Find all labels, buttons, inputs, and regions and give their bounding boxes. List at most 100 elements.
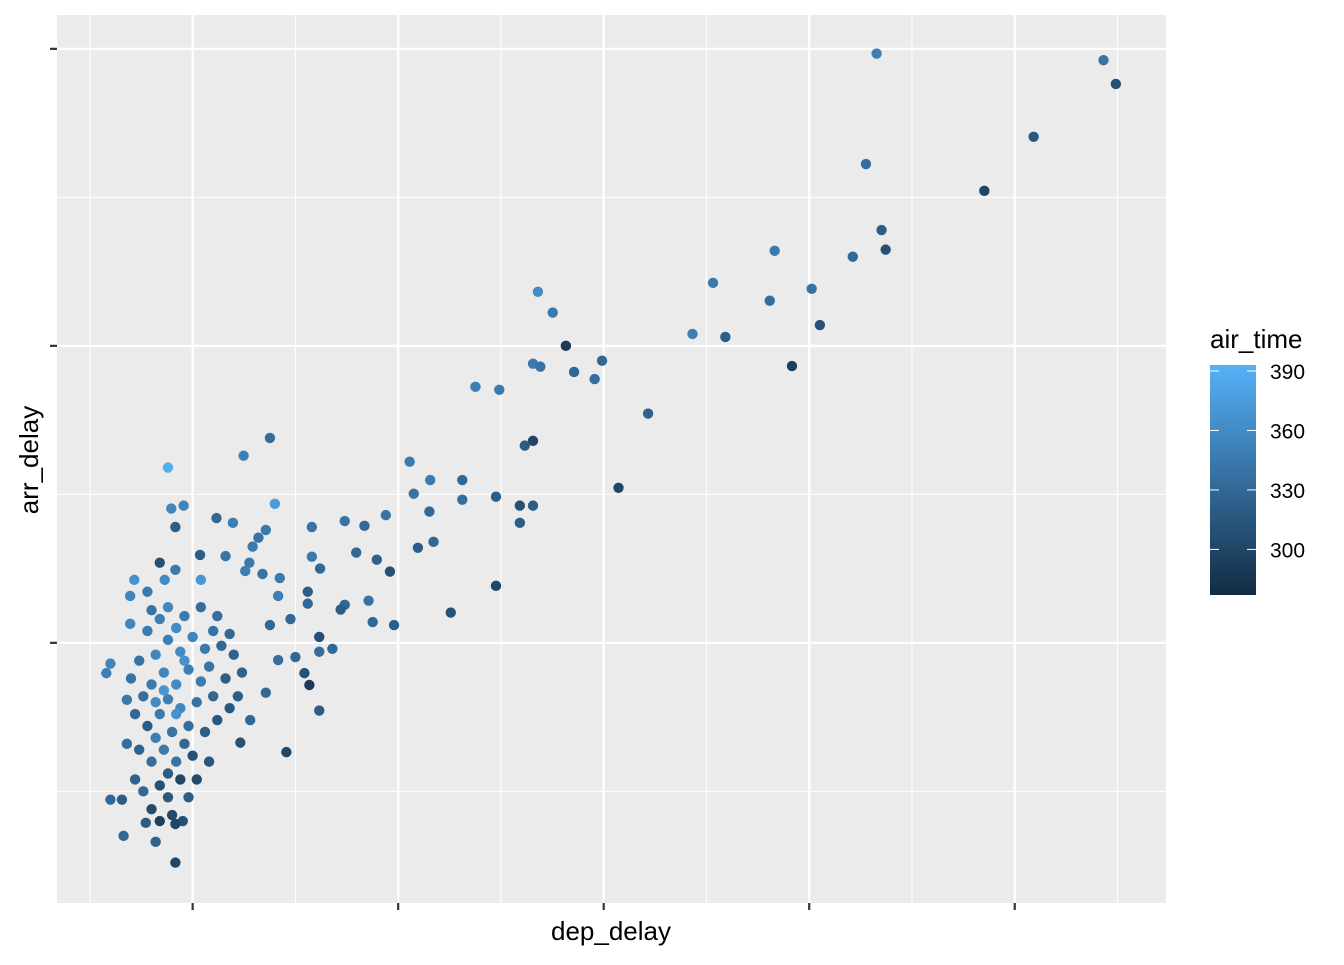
point: [306, 551, 318, 562]
point: [596, 355, 608, 366]
point: [179, 738, 190, 750]
point: [1110, 78, 1122, 90]
point: [116, 794, 128, 805]
point: [490, 491, 502, 502]
point: [244, 714, 256, 726]
point: [547, 307, 558, 318]
point: [150, 836, 161, 848]
point: [138, 691, 149, 702]
point: [264, 432, 276, 444]
point: [171, 622, 182, 634]
legend-title: air_time: [1210, 324, 1302, 354]
point: [162, 768, 174, 779]
point: [142, 720, 153, 732]
point: [150, 697, 161, 708]
point: [314, 563, 326, 574]
point: [408, 488, 419, 499]
point: [220, 673, 231, 684]
point: [228, 649, 239, 660]
point: [404, 456, 415, 467]
panel-background: [57, 15, 1166, 903]
point: [195, 676, 207, 687]
point: [162, 634, 174, 646]
point: [146, 803, 157, 815]
point: [384, 566, 396, 577]
point: [527, 435, 539, 447]
point: [339, 515, 350, 527]
point: [203, 756, 215, 767]
point: [290, 651, 301, 663]
point: [187, 631, 198, 643]
point: [125, 673, 137, 684]
point: [195, 601, 207, 613]
point: [272, 590, 284, 602]
point: [367, 616, 378, 628]
point: [162, 462, 174, 473]
point: [224, 628, 235, 640]
point: [687, 328, 698, 340]
point: [224, 702, 235, 714]
point: [159, 574, 170, 586]
point: [519, 440, 530, 451]
point: [158, 667, 170, 678]
point: [428, 536, 439, 548]
point: [121, 694, 133, 706]
point: [212, 714, 223, 726]
point: [238, 450, 249, 461]
point: [457, 494, 468, 505]
point: [235, 737, 246, 748]
point: [171, 679, 182, 690]
point: [105, 794, 116, 805]
y-axis-label: arr_delay: [14, 406, 44, 514]
point: [299, 667, 310, 679]
point: [183, 664, 194, 675]
point: [494, 384, 505, 396]
point: [118, 830, 129, 842]
point: [158, 744, 170, 755]
point: [445, 607, 456, 618]
point: [380, 509, 392, 521]
point: [979, 185, 990, 197]
point: [170, 564, 181, 575]
point: [314, 705, 325, 716]
point: [786, 360, 798, 372]
point: [154, 815, 165, 827]
colorbar-label: 300: [1270, 539, 1305, 562]
point: [171, 756, 182, 767]
point: [240, 565, 251, 577]
point: [166, 809, 178, 821]
point: [814, 319, 826, 331]
colorbar-label: 330: [1270, 480, 1305, 503]
point: [166, 503, 177, 514]
point: [207, 691, 219, 702]
point: [371, 554, 382, 565]
point: [532, 286, 544, 297]
point: [351, 547, 362, 558]
colorbar-label: 390: [1270, 361, 1305, 384]
point: [146, 756, 157, 767]
point: [175, 774, 186, 785]
point: [191, 774, 202, 785]
point: [764, 295, 775, 306]
point: [335, 604, 346, 615]
point: [769, 245, 780, 257]
point: [179, 655, 190, 666]
point: [236, 667, 248, 678]
point: [642, 408, 654, 419]
point: [527, 500, 539, 511]
x-axis-label: dep_delay: [551, 916, 671, 946]
point: [568, 366, 580, 378]
point: [314, 631, 325, 643]
point: [306, 521, 318, 533]
point: [871, 48, 882, 59]
point: [154, 780, 165, 791]
point: [253, 532, 264, 543]
point: [154, 613, 165, 625]
point: [134, 744, 145, 755]
point: [424, 506, 435, 517]
point: [146, 679, 157, 690]
point: [880, 244, 891, 255]
point: [134, 655, 145, 666]
point: [129, 708, 141, 720]
point: [490, 580, 502, 592]
